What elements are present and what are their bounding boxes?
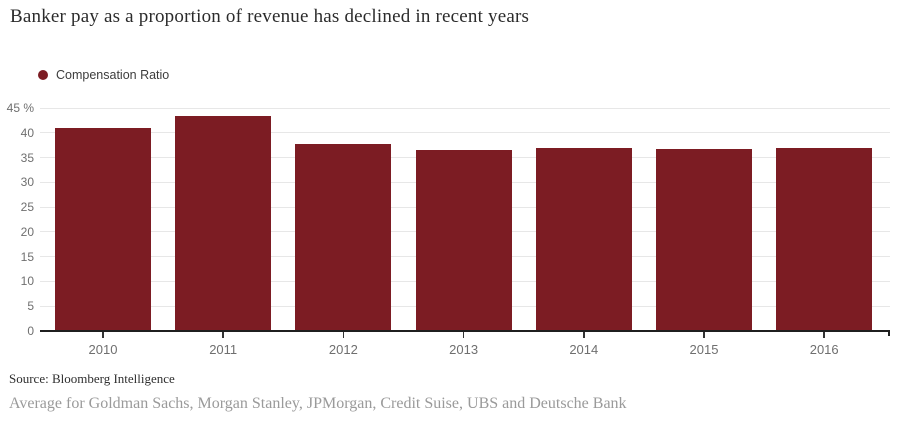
y-tick-label: 15 xyxy=(20,249,34,264)
y-tick-label: 25 xyxy=(20,200,34,215)
x-tick-label: 2011 xyxy=(209,342,238,357)
x-tick-label: 2013 xyxy=(449,342,479,357)
x-tick-label: 2014 xyxy=(569,342,599,357)
source-text: Source: Bloomberg Intelligence xyxy=(9,371,175,386)
chart-title: Banker pay as a proportion of revenue ha… xyxy=(10,6,530,27)
bar-2016 xyxy=(776,147,873,331)
x-tick-label: 2015 xyxy=(689,342,719,357)
y-axis: 0 5 10 15 20 25 30 35 40 45 % xyxy=(0,101,34,338)
bar-2012 xyxy=(295,143,392,331)
x-tick-label: 2010 xyxy=(88,342,118,357)
y-tick-label: 20 xyxy=(20,224,34,239)
y-tick-label: 40 xyxy=(20,125,34,140)
gridline xyxy=(40,132,890,134)
x-axis-line xyxy=(40,330,890,336)
gridline xyxy=(40,107,890,109)
y-tick-label: 45 % xyxy=(6,101,34,115)
x-tick xyxy=(823,332,825,338)
axis-end-tick xyxy=(888,330,890,336)
legend-label: Compensation Ratio xyxy=(56,68,170,82)
x-tick-label: 2016 xyxy=(809,342,839,357)
bar-2015 xyxy=(656,149,752,331)
note-text: Average for Goldman Sachs, Morgan Stanle… xyxy=(9,395,627,412)
plot-area xyxy=(40,107,890,331)
x-tick xyxy=(222,332,224,338)
bar-2013 xyxy=(415,150,512,331)
legend: Compensation Ratio xyxy=(38,68,169,82)
x-axis: 2010 2011 2012 2013 2014 2015 2016 xyxy=(40,332,890,362)
y-tick-label: 30 xyxy=(20,175,34,190)
x-tick xyxy=(703,332,705,338)
y-tick-label: 10 xyxy=(20,274,34,289)
bar-2014 xyxy=(535,148,632,331)
y-tick-label: 5 xyxy=(27,299,34,314)
x-tick xyxy=(102,332,104,338)
y-tick-label: 35 xyxy=(20,150,34,165)
bar-2011 xyxy=(175,115,272,331)
y-tick-label: 0 xyxy=(27,324,34,338)
x-tick xyxy=(583,332,585,338)
x-tick xyxy=(342,332,345,338)
x-tick xyxy=(462,332,465,338)
x-tick-label: 2012 xyxy=(328,342,358,357)
bar-2010 xyxy=(55,127,151,331)
legend-dot-icon xyxy=(38,70,48,80)
